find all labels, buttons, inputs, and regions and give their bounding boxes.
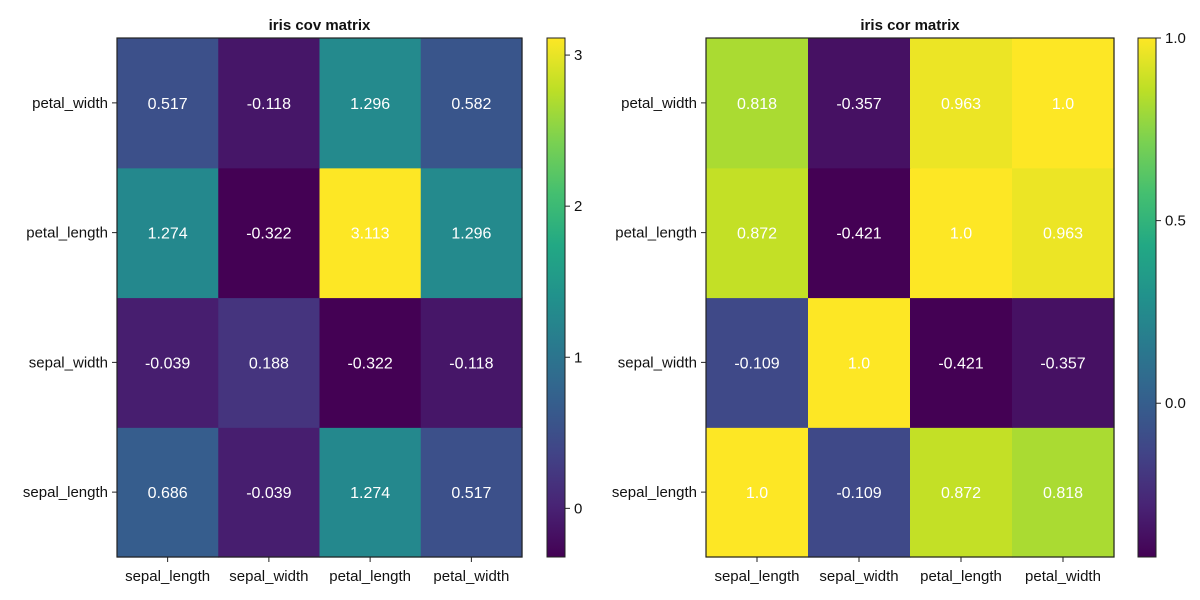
heatmap-cell <box>808 297 911 428</box>
cell-value-label: -0.039 <box>246 485 291 502</box>
colorbar-tick-label: 0.0 <box>1165 395 1186 412</box>
cell-value-label: 1.296 <box>451 226 491 243</box>
x-tick-label: sepal_length <box>125 568 210 585</box>
plot-frame <box>116 37 523 558</box>
cell-value-label: 0.517 <box>148 96 188 113</box>
heatmap-cell <box>1012 297 1115 428</box>
x-tick-label: sepal_length <box>714 568 799 585</box>
heatmap-cell <box>808 38 911 169</box>
cell-value-label: 0.818 <box>737 96 777 113</box>
cell-value-label: -0.039 <box>145 355 190 372</box>
cell-value-label: -0.322 <box>347 355 392 372</box>
x-tick-label: petal_length <box>920 568 1002 585</box>
heatmap-panel-1: 0.686 -0.039 1.274 0.517 -0.039 0.188 -0.322 -0… <box>23 17 582 585</box>
x-tick-label: sepal_width <box>819 568 898 585</box>
heatmap-cell <box>808 427 911 558</box>
cell-value-label: 3.113 <box>351 226 390 243</box>
heatmap-cell <box>1012 38 1115 169</box>
heatmap-cell <box>319 167 422 299</box>
y-tick-label: sepal_length <box>612 484 697 501</box>
cell-value-label: 0.818 <box>1043 485 1083 502</box>
y-tick-label: petal_length <box>26 225 108 242</box>
cell-value-label: -0.118 <box>247 96 291 113</box>
cell-value-label: 0.963 <box>1043 226 1083 243</box>
cell-value-label: 0.963 <box>941 96 981 113</box>
cell-value-label: 0.872 <box>941 485 981 502</box>
heatmap-cell <box>808 167 911 299</box>
heatmap-cell <box>1012 167 1115 299</box>
heatmap-cell <box>420 427 523 558</box>
x-tick-label: sepal_width <box>229 568 308 585</box>
colorbar-tick-label: 0 <box>574 500 582 517</box>
x-tick-label: petal_width <box>433 568 509 585</box>
cell-value-label: -0.109 <box>734 355 779 372</box>
heatmap-cell <box>319 297 422 428</box>
cell-value-label: 0.188 <box>249 355 289 372</box>
cell-value-label: -0.118 <box>449 355 493 372</box>
heatmap-cell <box>218 38 321 169</box>
colorbar-tick-label: 0.5 <box>1165 213 1186 230</box>
colorbar-tick-label: 1 <box>574 349 582 366</box>
x-tick-label: petal_length <box>329 568 411 585</box>
heatmap-cell <box>706 167 809 299</box>
heatmap-cell <box>117 427 219 558</box>
heatmap-cell <box>910 167 1013 299</box>
cell-value-label: 0.582 <box>451 96 491 113</box>
cell-value-label: 1.296 <box>350 96 390 113</box>
cell-value-label: 1.0 <box>950 226 972 243</box>
y-tick-label: petal_length <box>615 225 697 242</box>
heatmap-cell <box>910 297 1013 428</box>
heatmap-cell <box>706 38 809 169</box>
y-tick-label: sepal_width <box>29 354 108 371</box>
colorbar-tick-label: 1.0 <box>1165 30 1186 47</box>
y-tick-label: petal_width <box>621 95 697 112</box>
colorbar <box>546 37 566 558</box>
heatmap-cell <box>420 297 523 428</box>
heatmap-panel-2: 1.0 -0.109 0.872 0.818 -0.109 1.0 -0.421 -0.357… <box>612 17 1186 585</box>
heatmap-cell <box>117 167 219 299</box>
heatmap-cell <box>706 297 809 428</box>
cell-value-label: -0.109 <box>836 485 881 502</box>
cell-value-label: 1.0 <box>746 485 768 502</box>
heatmap-cell <box>420 38 523 169</box>
colorbar-tick-label: 3 <box>574 47 582 64</box>
heatmap-cell <box>218 297 321 428</box>
plot-frame <box>705 37 1115 558</box>
heatmap-cell <box>218 167 321 299</box>
cell-value-label: 1.274 <box>350 485 390 502</box>
cell-value-label: 0.686 <box>148 485 188 502</box>
cell-value-label: 0.872 <box>737 226 777 243</box>
heatmap-cell <box>1012 427 1115 558</box>
chart-title: iris cov matrix <box>269 17 371 34</box>
cell-value-label: -0.357 <box>836 96 881 113</box>
heatmap-cell <box>218 427 321 558</box>
heatmap-cell <box>910 38 1013 169</box>
heatmap-cell <box>117 38 219 169</box>
y-tick-label: petal_width <box>32 95 108 112</box>
cell-value-label: 0.517 <box>451 485 491 502</box>
cell-value-label: -0.421 <box>938 355 983 372</box>
chart-title: iris cor matrix <box>860 17 960 34</box>
cell-value-label: -0.322 <box>246 226 291 243</box>
x-tick-label: petal_width <box>1025 568 1101 585</box>
heatmap-cell <box>420 167 523 299</box>
cell-value-label: 1.0 <box>848 355 870 372</box>
heatmap-cell <box>910 427 1013 558</box>
cell-value-label: -0.421 <box>836 226 881 243</box>
heatmap-cell <box>706 427 809 558</box>
heatmap-cell <box>319 38 422 169</box>
y-tick-label: sepal_width <box>618 354 697 371</box>
cell-value-label: 1.0 <box>1052 96 1074 113</box>
colorbar-tick-label: 2 <box>574 198 582 215</box>
heatmap-cell <box>319 427 422 558</box>
y-tick-label: sepal_length <box>23 484 108 501</box>
colorbar <box>1137 37 1157 558</box>
cell-value-label: -0.357 <box>1040 355 1085 372</box>
heatmap-cell <box>117 297 219 428</box>
cell-value-label: 1.274 <box>148 226 188 243</box>
